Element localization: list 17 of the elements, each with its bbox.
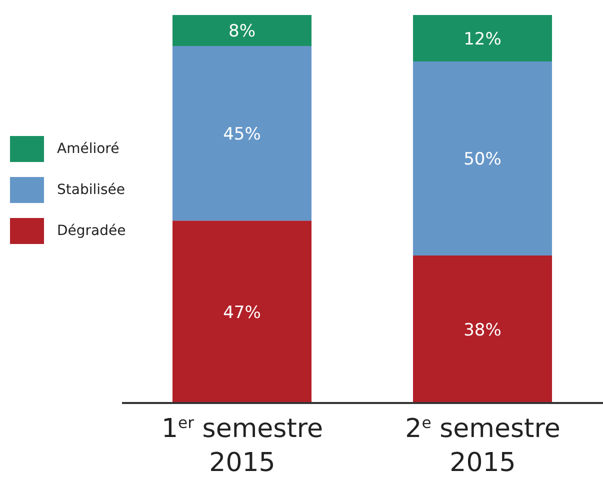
x-tick-label: 2$^{e}$ semestre 2015: [405, 414, 560, 478]
bar: [172, 15, 312, 46]
bar: [413, 15, 552, 62]
data-label: 50%: [464, 150, 502, 170]
data-label: 38%: [464, 320, 502, 340]
legend-label: Amélioré: [57, 141, 120, 157]
data-label: 12%: [464, 29, 502, 50]
bar: [413, 256, 552, 403]
data-label: 45%: [223, 124, 261, 144]
data-label: 8%: [228, 22, 256, 42]
bar: [172, 220, 312, 403]
legend-label: Dégradée: [57, 223, 126, 239]
bar: [413, 62, 552, 256]
bar: [172, 46, 312, 221]
x-tick-label: 1$^{er}$ semestre 2015: [161, 414, 324, 478]
legend-label: Stabilisée: [57, 182, 126, 198]
data-label: 47%: [223, 302, 261, 323]
